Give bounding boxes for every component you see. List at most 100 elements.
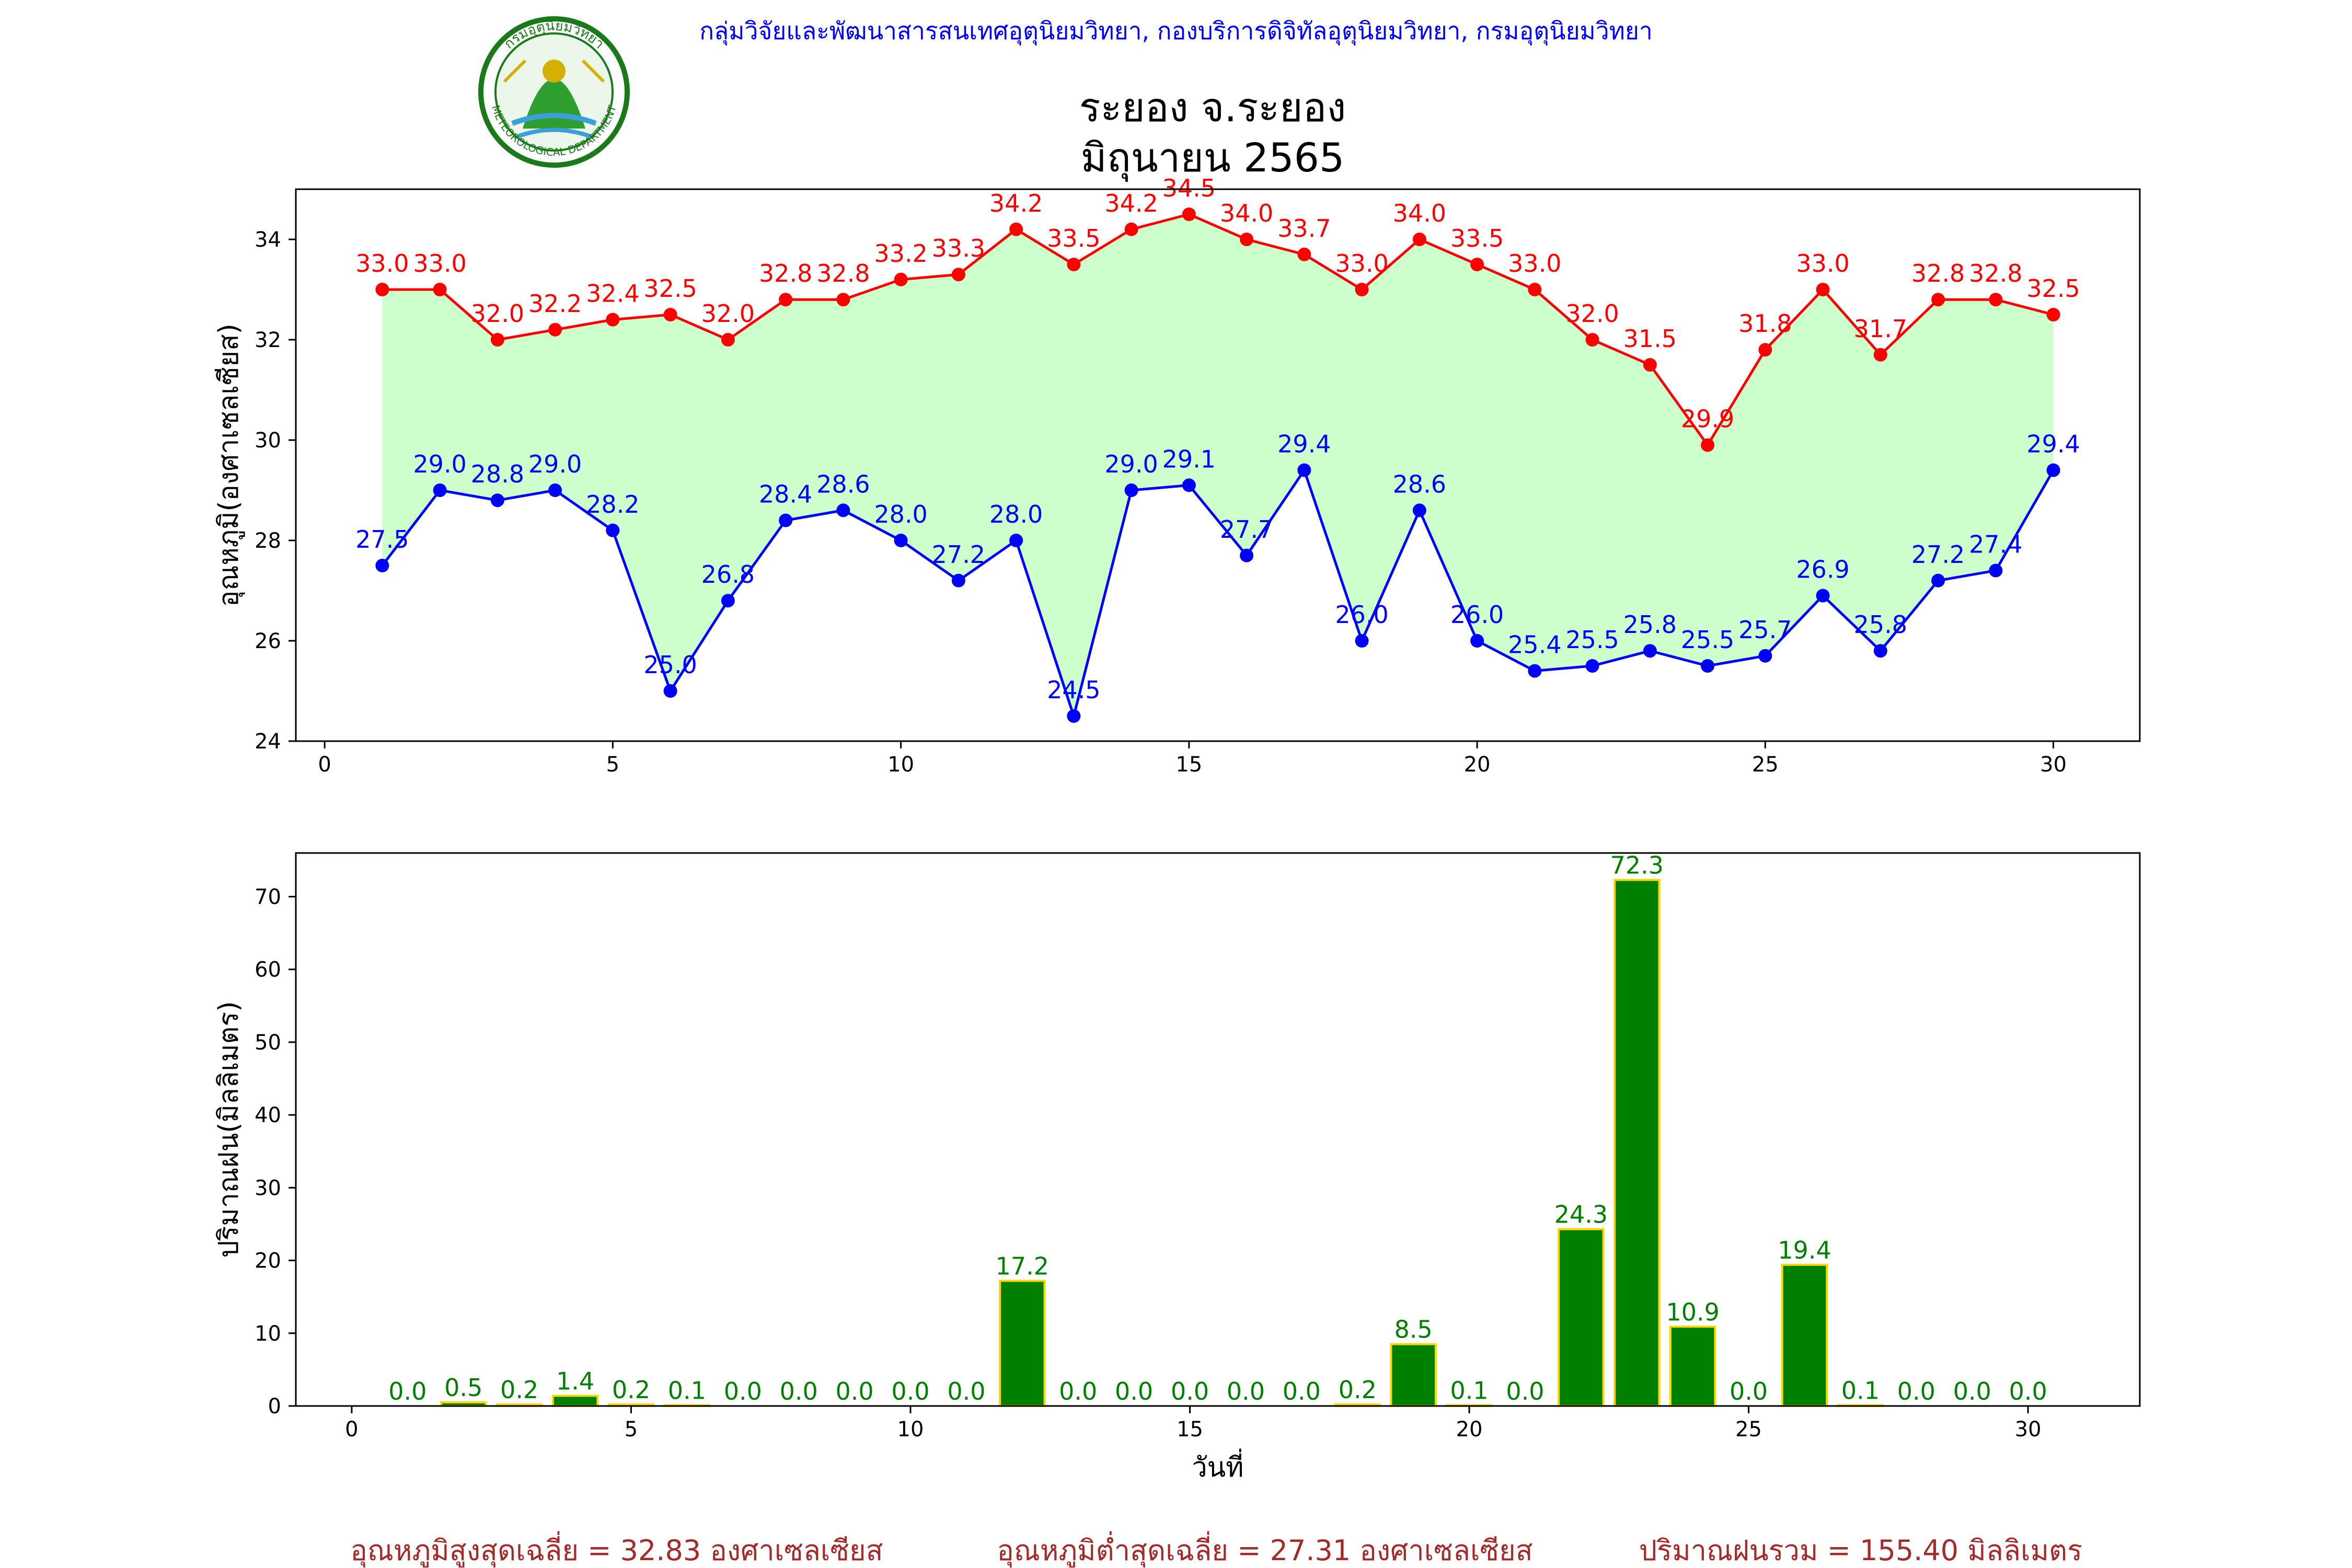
rainfall-x-tick-label: 5 [625,1417,638,1442]
min-temperature-point [2046,463,2060,477]
max-temperature-label: 33.5 [1047,224,1100,252]
max-temperature-point [1182,207,1196,221]
footer-avg-min: อุณหภูมิต่ำสุดเฉลี่ย = 27.31 องศาเซลเซีย… [997,1531,1532,1568]
rainfall-label: 0.5 [444,1374,482,1402]
max-temperature-point [1701,438,1715,452]
max-temperature-label: 32.8 [1969,259,2022,287]
max-temperature-label: 34.2 [1104,189,1158,217]
max-temperature-label: 32.8 [759,259,812,287]
rainfall-label: 72.3 [1610,851,1664,880]
rainfall-label: 0.1 [1450,1377,1489,1405]
min-temperature-label: 24.5 [1047,676,1100,704]
rainfall-y-tick-label: 40 [255,1103,281,1127]
min-temperature-point [779,513,793,527]
max-temperature-label: 33.0 [1508,249,1561,278]
rainfall-label: 0.0 [724,1377,762,1405]
rainfall-label: 0.2 [500,1376,538,1404]
max-temperature-point [2046,308,2060,321]
max-temperature-label: 32.2 [528,290,582,318]
min-temperature-point [1355,634,1369,648]
organization-text: กลุ่มวิจัยและพัฒนาสารสนเทศอุตุนิยมวิทยา,… [699,17,1653,46]
min-temperature-label: 28.0 [989,500,1043,528]
footer-avg-max: อุณหภูมิสูงสุดเฉลี่ย = 32.83 องศาเซลเซีย… [350,1531,883,1568]
min-temperature-label: 29.4 [2026,430,2080,458]
rainfall-label: 8.5 [1394,1316,1433,1344]
min-temperature-label: 25.4 [1508,631,1561,659]
max-temperature-label: 32.8 [1911,259,1965,287]
max-temperature-point [548,322,562,337]
min-temperature-point [606,523,620,537]
max-temperature-label: 33.0 [1796,249,1849,278]
temperature-x-tick-label: 10 [887,753,914,777]
min-temperature-point [1643,644,1657,658]
min-temperature-point [1989,563,2003,578]
rainfall-label: 0.0 [780,1377,818,1405]
min-temperature-label: 28.0 [874,500,927,528]
rainfall-y-tick-label: 70 [255,885,281,909]
max-temperature-point [1931,293,1945,307]
min-temperature-label: 26.8 [701,560,755,589]
max-temperature-label: 34.2 [989,189,1043,217]
max-temperature-point [721,333,735,347]
max-temperature-label: 32.4 [586,280,639,308]
max-temperature-label: 33.0 [1335,249,1388,278]
min-temperature-label: 29.1 [1162,445,1216,473]
rainfall-label: 0.2 [1339,1376,1377,1404]
temperature-x-tick-label: 5 [606,753,619,777]
min-temperature-point [1470,634,1484,648]
rainfall-x-tick-label: 25 [1735,1417,1762,1442]
rainfall-label: 0.0 [1227,1377,1265,1405]
rainfall-label: 0.0 [836,1377,874,1405]
min-temperature-label: 26.0 [1450,601,1504,629]
rainfall-bar [551,1394,599,1407]
min-temperature-point [1182,478,1196,492]
rainfall-x-tick-label: 30 [2015,1417,2042,1442]
max-temperature-point [1412,233,1426,246]
temperature-x-tick-label: 0 [318,753,331,777]
temperature-y-tick-label: 24 [255,730,281,754]
max-temperature-label: 31.5 [1623,325,1677,353]
max-temperature-point [1240,233,1254,246]
rainfall-label: 0.0 [1115,1377,1153,1405]
min-temperature-point [490,493,504,508]
temperature-y-tick-label: 26 [255,629,281,653]
rainfall-y-tick-label: 20 [255,1249,281,1273]
min-temperature-point [1758,649,1772,663]
min-temperature-point [1240,548,1254,562]
max-temperature-point [1124,222,1138,236]
temperature-y-tick-label: 30 [255,429,281,453]
footer-total-rain: ปริมาณฝนรวม = 155.40 มิลลิเมตร [1639,1534,2082,1567]
temperature-x-tick-label: 20 [1464,753,1491,777]
min-temperature-point [1297,463,1311,477]
rainfall-plot-frame [295,852,2141,1407]
max-temperature-point [375,283,389,296]
rainfall-x-tick-label: 15 [1177,1417,1203,1442]
rainfall-label: 0.0 [1506,1377,1544,1405]
rainfall-y-tick-label: 10 [255,1322,281,1346]
max-temperature-label: 32.0 [471,299,524,328]
min-temperature-label: 26.0 [1335,601,1388,629]
max-temperature-label: 32.5 [643,274,697,303]
min-temperature-point [548,483,562,497]
temperature-range-fill [382,214,2054,716]
min-temperature-point [1873,644,1887,658]
temperature-x-tick-label: 25 [1752,753,1779,777]
rainfall-bar [1558,1228,1605,1408]
min-temperature-label: 27.4 [1969,531,2022,559]
max-temperature-point [606,313,620,327]
rainfall-label: 1.4 [556,1367,594,1396]
min-temperature-label: 28.6 [816,470,870,498]
max-temperature-point [1758,343,1772,357]
rainfall-label: 0.0 [1897,1377,1935,1405]
min-temperature-point [1067,709,1081,723]
min-temperature-point [951,573,965,587]
rainfall-y-axis-label: ปริมาณฝน(มิลลิเมตร) [213,1001,245,1258]
rainfall-bar [1669,1325,1716,1407]
max-temperature-label: 31.7 [1854,315,1907,343]
chart-title-line2: มิถุนายน 2565 [1081,134,1345,182]
min-temperature-point [721,594,735,608]
chart-title-line1: ระยอง จ.ระยอง [1079,84,1346,131]
min-temperature-label: 27.7 [1220,515,1273,544]
min-temperature-label: 29.0 [413,450,466,478]
